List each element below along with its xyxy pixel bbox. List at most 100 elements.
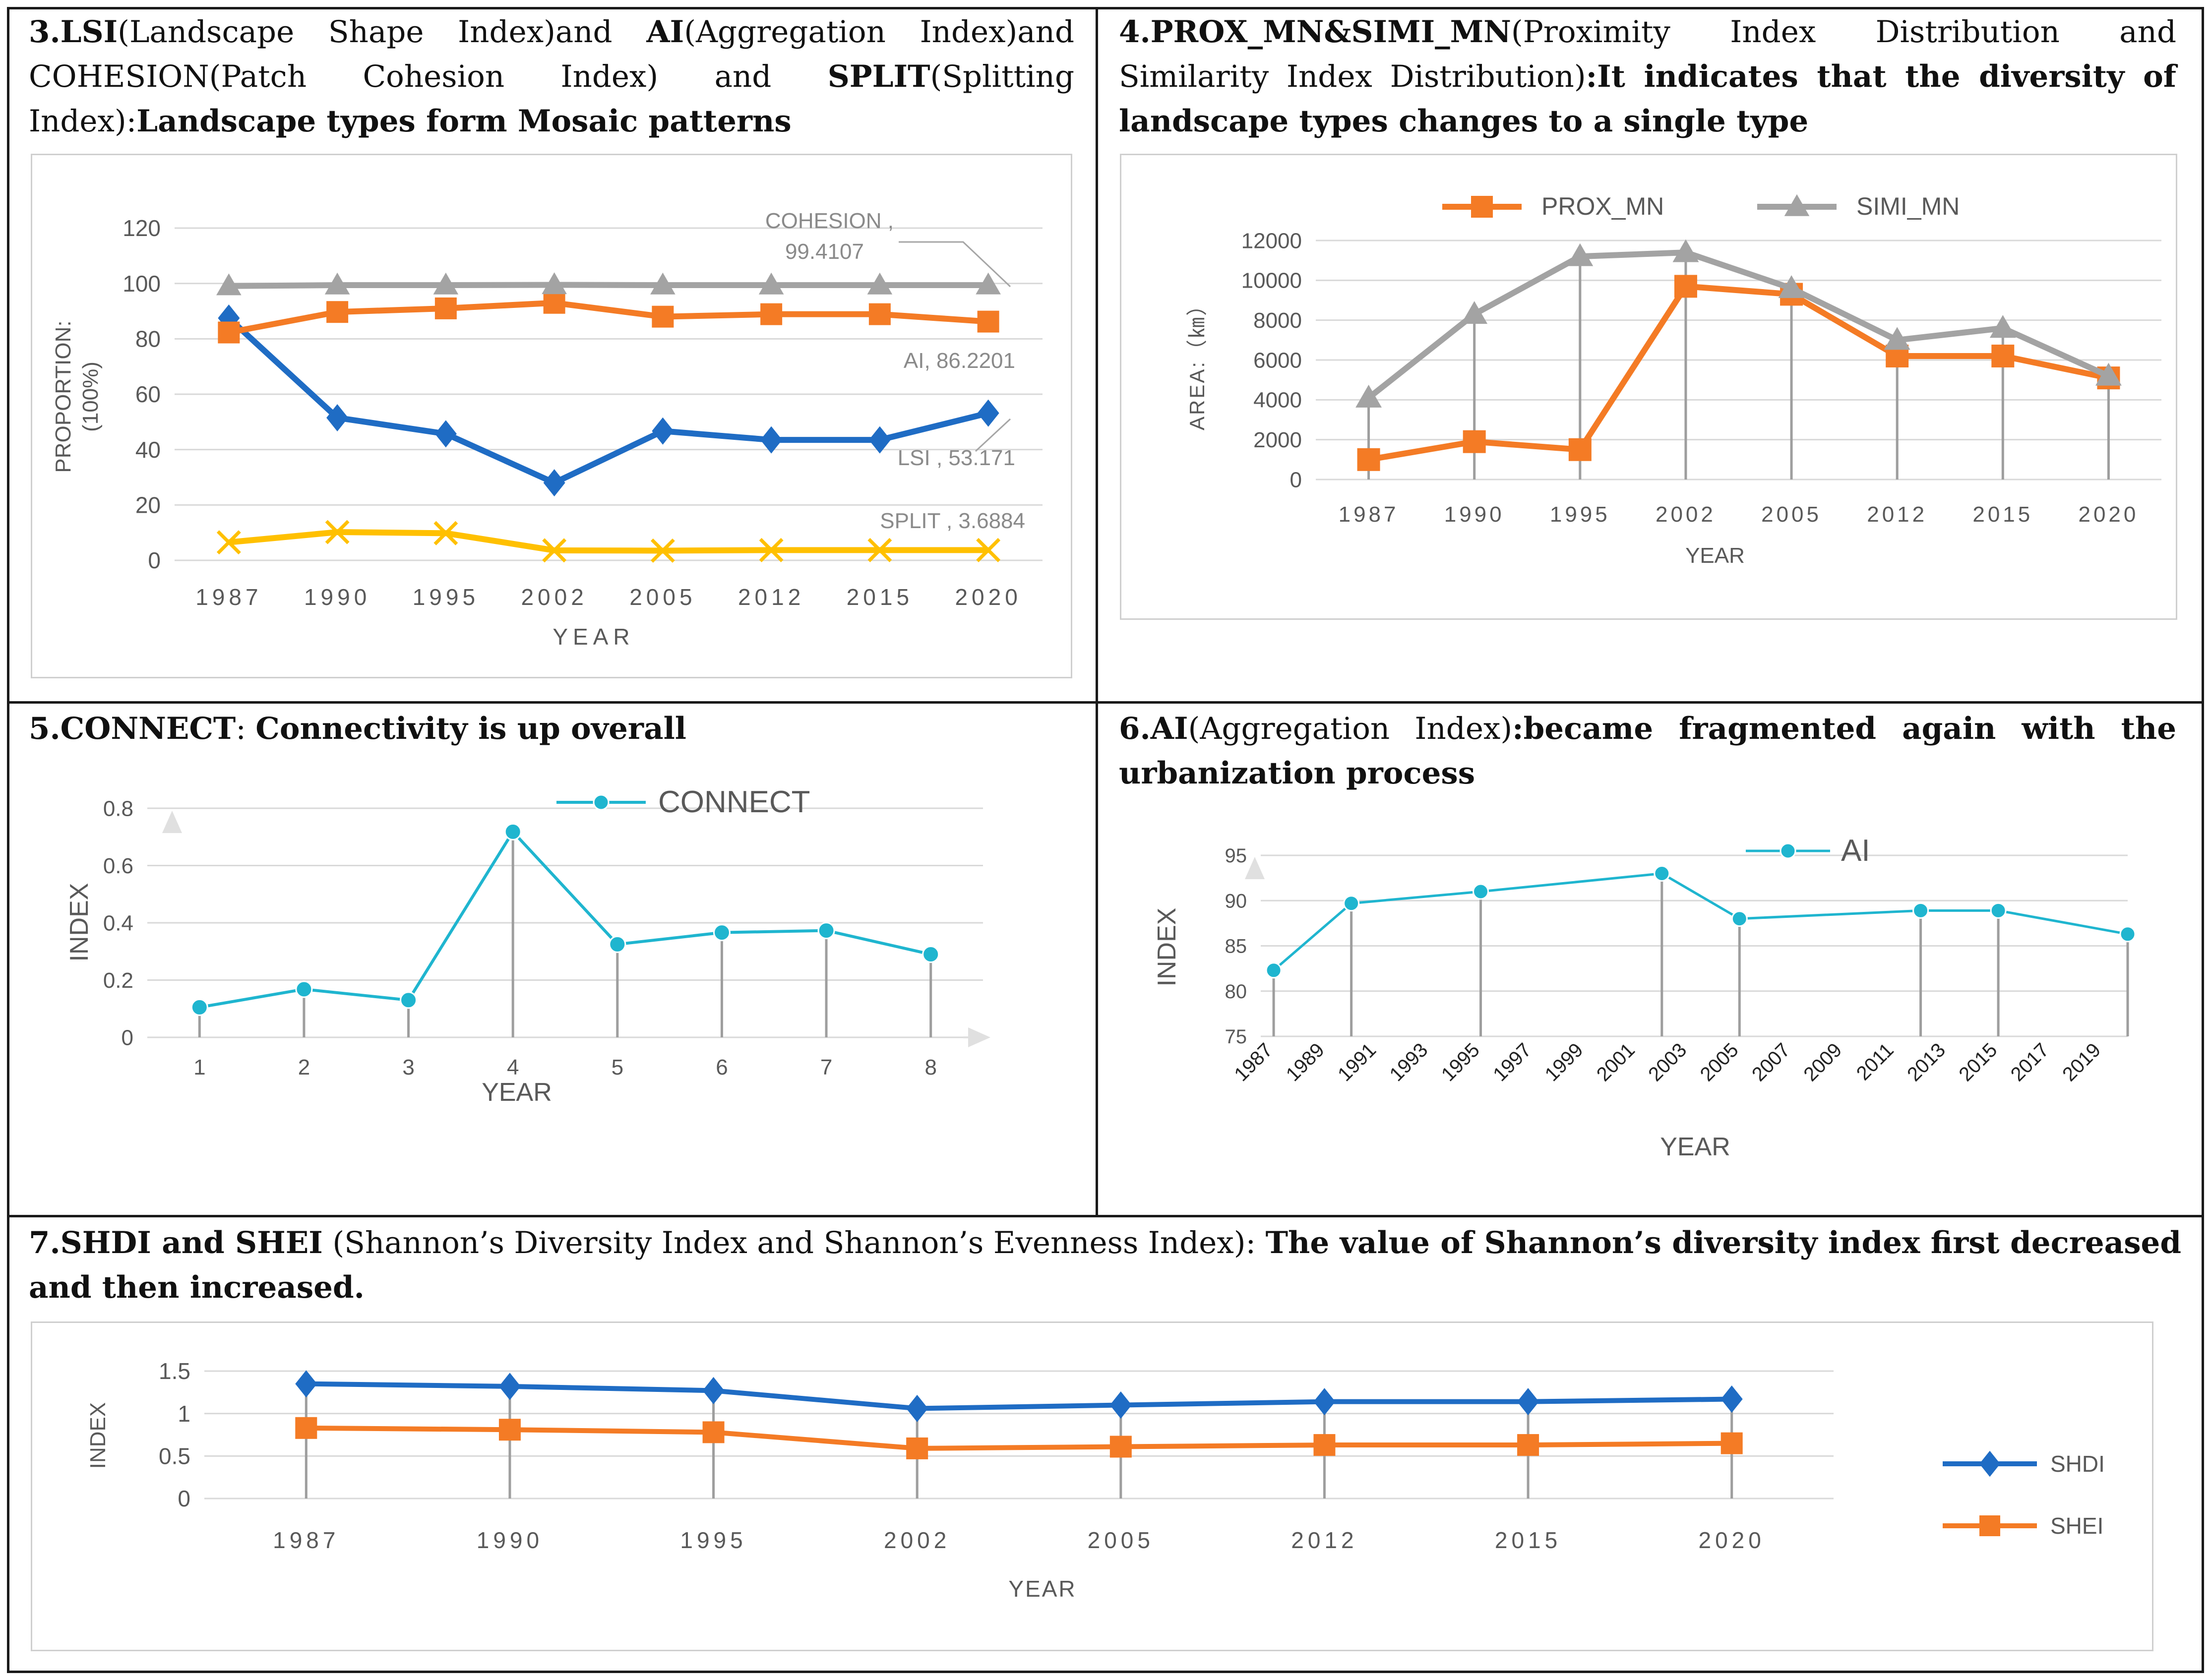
p7-title-part-2: The value of Shannon’s diversity index f…	[29, 1225, 2181, 1305]
frame-right	[2202, 7, 2204, 1673]
marker-ai	[2119, 926, 2136, 943]
marker-lsi	[652, 417, 674, 445]
y-axis-title: INDEX	[1153, 908, 1181, 987]
marker-connect	[190, 998, 208, 1016]
x-tick-label: 2007	[1748, 1039, 1794, 1085]
marker-ai	[1731, 910, 1748, 927]
x-tick-label: 1995	[680, 1527, 746, 1553]
y-tick-label: 20	[135, 492, 161, 518]
marker-ai	[434, 297, 457, 319]
marker-ai	[1990, 902, 2007, 919]
x-tick-label: 2020	[955, 584, 1021, 610]
p5-title-part-0: 5.CONNECT	[29, 711, 236, 746]
x-tick-label: 2003	[1644, 1039, 1691, 1085]
x-tick-label: 2012	[1291, 1527, 1357, 1553]
annotation-leader-cohesion	[899, 241, 1011, 288]
panel-7-title: 7.SHDI and SHEI (Shannon’s Diversity Ind…	[29, 1221, 2181, 1310]
connect-chart: 0 0.2 0.4 0.6 0.8 1 2 3 4 5 6 7 8 YEAR INDEX CONNECT	[65, 785, 990, 1107]
marker-simi_mn	[1461, 301, 1488, 324]
x-tick-label: 2017	[2007, 1039, 2053, 1085]
x-tick-label: 2005	[1696, 1039, 1743, 1085]
p5-title-part-2: Connectivity is up overall	[255, 711, 686, 746]
legend-marker-connect	[593, 794, 610, 811]
p3-title-part-2: AI	[646, 14, 684, 50]
legend-label-prox: PROX_MN	[1541, 192, 1664, 220]
panel-6-title: 6.AI(Aggregation Index):became fragmente…	[1119, 707, 2176, 796]
marker-connect	[609, 935, 626, 953]
marker-cohesion	[867, 272, 893, 295]
frame-top	[7, 7, 2204, 9]
row-divider-2	[7, 1215, 2204, 1217]
marker-shdi	[1517, 1388, 1539, 1416]
x-tick-label: 1997	[1489, 1039, 1535, 1085]
marker-cohesion	[216, 273, 242, 296]
legend-marker-simi	[1784, 194, 1810, 216]
marker-cohesion	[650, 272, 676, 295]
x-tick-label: 1990	[1444, 502, 1505, 527]
marker-split	[433, 521, 458, 545]
panel-4-title: 4.PROX_MN&SIMI_MN(Proximity Index Distri…	[1119, 10, 2176, 144]
y-tick-label: 8000	[1253, 308, 1302, 333]
marker-split	[325, 520, 350, 544]
row-divider-1	[7, 701, 2204, 704]
p4-title-part-1: (Proximity Index Distribution and Simila…	[1119, 14, 2176, 94]
panel-3-title: 3.LSI(Landscape Shape Index)and AI(Aggre…	[29, 10, 1074, 144]
marker-shei	[1313, 1434, 1336, 1456]
marker-lsi	[218, 304, 240, 332]
marker-ai	[543, 292, 565, 314]
marker-ai	[760, 303, 783, 325]
marker-connect	[922, 946, 940, 963]
x-axis-title: YEAR	[553, 624, 634, 650]
marker-simi_mn	[1672, 239, 1699, 262]
x-tick-label: 1987	[195, 584, 262, 610]
marker-split	[650, 538, 675, 563]
y-axis-arrow	[162, 811, 182, 833]
marker-connect	[400, 991, 418, 1009]
marker-connect	[817, 922, 835, 940]
marker-split	[216, 530, 241, 555]
p3-title-part-3: (Aggregation Index)and COHESION(Patch Co…	[29, 14, 1075, 94]
x-tick-label: 5	[612, 1055, 623, 1080]
x-tick-label: 1	[193, 1055, 205, 1080]
y-tick-label: 85	[1225, 936, 1247, 958]
p3-title-part-5: (Splitting Index):	[29, 59, 1074, 139]
legend-label-simi: SIMI_MN	[1856, 192, 1960, 220]
x-tick-label: 2019	[2058, 1039, 2105, 1085]
marker-prox_mn	[1991, 344, 2015, 367]
marker-split	[976, 538, 1001, 562]
y-tick-label: 40	[135, 437, 161, 463]
marker-cohesion	[758, 272, 784, 295]
legend-marker-prox	[1471, 196, 1493, 218]
marker-lsi	[434, 420, 457, 448]
marker-shei	[295, 1417, 317, 1439]
marker-simi_mn	[1355, 384, 1382, 408]
x-tick-label: 2020	[1699, 1527, 1765, 1553]
marker-prox_mn	[1463, 430, 1486, 453]
marker-ai	[1473, 883, 1489, 900]
p3-title-part-6: Landscape types form Mosaic patterns	[136, 104, 792, 139]
y-tick-label: 1	[178, 1401, 190, 1427]
marker-connect	[295, 980, 313, 998]
x-tick-label: 2001	[1593, 1039, 1639, 1085]
series-line-shei	[306, 1425, 1732, 1451]
marker-ai	[977, 310, 999, 333]
marker-ai	[1265, 962, 1282, 979]
marker-simi_mn	[1884, 327, 1910, 350]
y-tick-label: 95	[1225, 845, 1247, 867]
y-tick-label: 0	[1290, 468, 1302, 492]
series-line-cohesion	[229, 282, 988, 289]
x-tick-label: 6	[716, 1055, 728, 1080]
marker-ai	[326, 301, 349, 323]
x-tick-label: 2020	[2078, 502, 2139, 527]
y-axis-title: AREA:（㎞）	[1185, 294, 1209, 430]
x-tick-label: 1995	[1550, 502, 1610, 527]
marker-ai	[218, 321, 240, 344]
x-tick-label: 2005	[1761, 502, 1822, 527]
y-tick-label: 4000	[1253, 388, 1302, 413]
marker-shdi	[906, 1394, 928, 1422]
y-axis-title-line1: PROPORTION:	[51, 320, 75, 473]
marker-lsi	[326, 404, 349, 431]
marker-shdi	[702, 1377, 725, 1404]
column-divider	[1096, 7, 1098, 1217]
